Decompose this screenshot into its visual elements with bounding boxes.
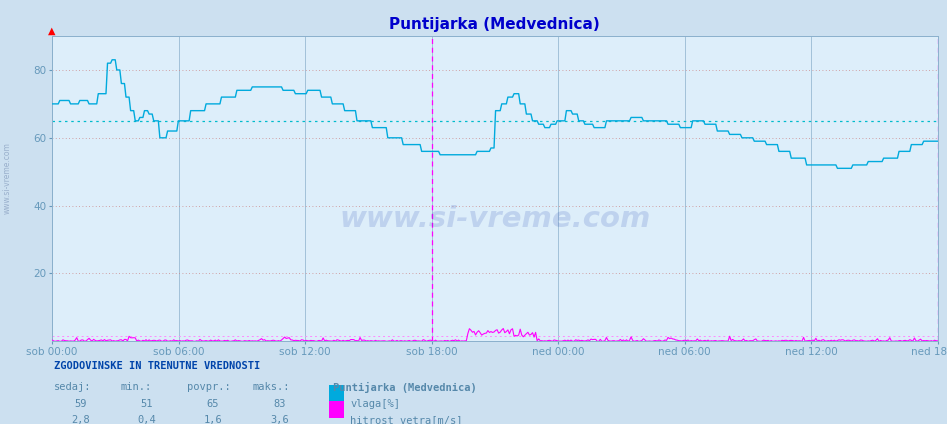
Text: 65: 65 — [206, 399, 220, 409]
Text: www.si-vreme.com: www.si-vreme.com — [339, 205, 651, 233]
Text: sedaj:: sedaj: — [54, 382, 92, 392]
Text: 1,6: 1,6 — [204, 415, 223, 424]
Title: Puntijarka (Medvednica): Puntijarka (Medvednica) — [389, 17, 600, 32]
Text: www.si-vreme.com: www.si-vreme.com — [3, 142, 12, 214]
Text: maks.:: maks.: — [253, 382, 291, 392]
Text: 2,8: 2,8 — [71, 415, 90, 424]
Text: Puntijarka (Medvednica): Puntijarka (Medvednica) — [333, 382, 477, 393]
Text: vlaga[%]: vlaga[%] — [350, 399, 401, 409]
Text: hitrost vetra[m/s]: hitrost vetra[m/s] — [350, 415, 463, 424]
Text: 83: 83 — [273, 399, 286, 409]
Text: 0,4: 0,4 — [137, 415, 156, 424]
Text: 51: 51 — [140, 399, 153, 409]
Text: 3,6: 3,6 — [270, 415, 289, 424]
Text: 59: 59 — [74, 399, 87, 409]
Text: ZGODOVINSKE IN TRENUTNE VREDNOSTI: ZGODOVINSKE IN TRENUTNE VREDNOSTI — [54, 361, 260, 371]
Text: ▲: ▲ — [48, 26, 56, 36]
Text: povpr.:: povpr.: — [187, 382, 230, 392]
Text: min.:: min.: — [120, 382, 152, 392]
